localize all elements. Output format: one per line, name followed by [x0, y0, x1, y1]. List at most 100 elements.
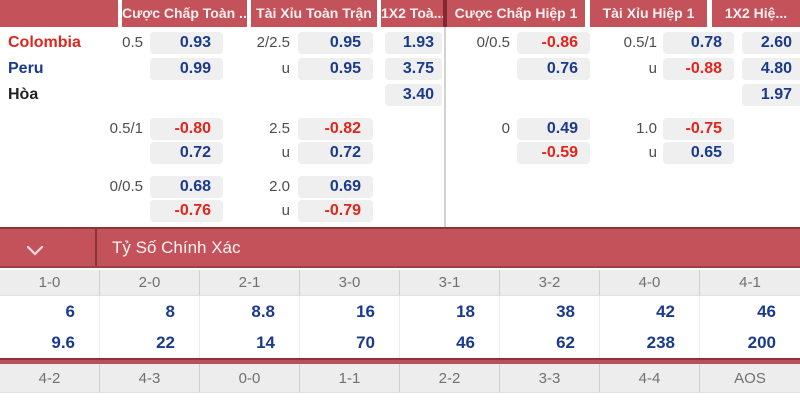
odds-over-full[interactable]: -0.82: [298, 118, 373, 140]
score-odds[interactable]: 22: [100, 327, 200, 358]
correct-score-accordion[interactable]: Tỷ Số Chính Xác: [0, 227, 800, 268]
handicap-line-full: 0/0.5: [109, 178, 143, 195]
odds-under-half[interactable]: 0.65: [663, 142, 734, 164]
score-odds[interactable]: 14: [200, 327, 300, 358]
score-label: 4-4: [600, 364, 700, 393]
score-separator: [0, 358, 800, 364]
odds-1x2-half-home[interactable]: 2.60: [742, 32, 800, 54]
score-label: 3-2: [500, 270, 600, 296]
handicap-line-half: 0: [501, 120, 510, 137]
odds-over-full[interactable]: 0.95: [298, 32, 373, 54]
header-1x2-half: 1X2 Hiệ...: [712, 0, 800, 27]
score-odds[interactable]: 238: [600, 327, 700, 358]
odds-alt-row: -0.76 u -0.79: [0, 199, 800, 224]
odds-handicap-half-home[interactable]: -0.86: [517, 32, 590, 54]
odds-handicap-half-away[interactable]: 0.76: [517, 58, 590, 80]
overunder-line-half: 1.0: [636, 120, 657, 137]
score-label: 0-0: [200, 364, 300, 393]
header-blank-cell: [0, 0, 118, 27]
odds-handicap-full[interactable]: -0.76: [150, 200, 223, 222]
under-marker-full: u: [281, 60, 290, 77]
score-odds[interactable]: 46: [400, 327, 500, 358]
odds-row-home: Colombia 0.5 0.93 2/2.5 0.95 1.93 0/0.5 …: [0, 31, 800, 56]
score-odds[interactable]: 70: [300, 327, 400, 358]
score-odds[interactable]: 18: [400, 296, 500, 327]
chevron-down-icon: [26, 243, 44, 261]
odds-handicap-half[interactable]: -0.59: [517, 142, 590, 164]
score-odds[interactable]: 46: [700, 296, 800, 327]
under-marker-full: u: [281, 202, 290, 219]
header-overunder-half: Tài Xỉu Hiệp 1: [590, 0, 707, 27]
section-divider: [444, 27, 446, 227]
score-header-row-1: 1-0 2-0 2-1 3-0 3-1 3-2 4-0 4-1: [0, 270, 800, 296]
score-odds[interactable]: 42: [600, 296, 700, 327]
score-header-row-2: 4-2 4-3 0-0 1-1 2-2 3-3 4-4 AOS: [0, 364, 800, 393]
overunder-line-full: 2/2.5: [256, 34, 290, 51]
odds-over-full[interactable]: 0.69: [298, 176, 373, 198]
odds-1x2-half-away[interactable]: 4.80: [742, 58, 800, 80]
team-name-away: Peru: [8, 60, 44, 77]
score-label: 3-3: [500, 364, 600, 393]
under-marker-half: u: [648, 60, 657, 77]
score-odds[interactable]: 8: [100, 296, 200, 327]
score-odds[interactable]: 8.8: [200, 296, 300, 327]
score-label: 4-1: [700, 270, 800, 296]
score-label: 1-0: [0, 270, 100, 296]
score-label: AOS: [700, 364, 800, 393]
score-label: 3-1: [400, 270, 500, 296]
odds-alt-row: 0.72 u 0.72 -0.59 u 0.65: [0, 141, 800, 166]
odds-handicap-full-away[interactable]: 0.99: [150, 58, 223, 80]
score-odds[interactable]: 16: [300, 296, 400, 327]
score-label: 4-0: [600, 270, 700, 296]
under-marker-full: u: [281, 144, 290, 161]
header-1x2-full: 1X2 Toà...: [381, 0, 443, 27]
score-odds[interactable]: 38: [500, 296, 600, 327]
odds-handicap-full[interactable]: 0.68: [150, 176, 223, 198]
team-name-home: Colombia: [8, 34, 81, 51]
odds-1x2-full-draw[interactable]: 3.40: [385, 84, 442, 106]
odds-1x2-full-away[interactable]: 3.75: [385, 58, 442, 80]
handicap-line-half: 0/0.5: [476, 34, 510, 51]
odds-handicap-full-home[interactable]: 0.93: [150, 32, 223, 54]
odds-1x2-full-home[interactable]: 1.93: [385, 32, 442, 54]
handicap-line-full: 0.5: [122, 34, 143, 51]
odds-over-half[interactable]: -0.75: [663, 118, 734, 140]
header-handicap-full: Cược Chấp Toàn ...: [122, 0, 247, 27]
score-label: 4-3: [100, 364, 200, 393]
score-label: 4-2: [0, 364, 100, 393]
header-divider: [443, 0, 447, 27]
odds-row-away: Peru 0.99 u 0.95 3.75 0.76 u -0.88 4.80: [0, 57, 800, 82]
header-overunder-full: Tài Xỉu Toàn Trận: [251, 0, 377, 27]
under-marker-half: u: [648, 144, 657, 161]
odds-alt-row: 0/0.5 0.68 2.0 0.69: [0, 175, 800, 200]
score-odds[interactable]: 200: [700, 327, 800, 358]
odds-handicap-half[interactable]: 0.49: [517, 118, 590, 140]
correct-score-grid: 1-0 2-0 2-1 3-0 3-1 3-2 4-0 4-1 6 8 8.8 …: [0, 270, 800, 393]
handicap-line-full: 0.5/1: [109, 120, 143, 137]
odds-under-full[interactable]: -0.79: [298, 200, 373, 222]
score-label: 2-0: [100, 270, 200, 296]
score-label: 1-1: [300, 364, 400, 393]
overunder-line-full: 2.5: [269, 120, 290, 137]
odds-over-half[interactable]: 0.78: [663, 32, 734, 54]
odds-under-full[interactable]: 0.95: [298, 58, 373, 80]
score-odds[interactable]: 9.6: [0, 327, 100, 358]
odds-alt-row: 0.5/1 -0.80 2.5 -0.82 0 0.49 1.0 -0.75: [0, 117, 800, 142]
odds-handicap-full[interactable]: -0.80: [150, 118, 223, 140]
score-odds[interactable]: 62: [500, 327, 600, 358]
odds-1x2-half-draw[interactable]: 1.97: [742, 84, 800, 106]
score-odds[interactable]: 6: [0, 296, 100, 327]
odds-under-half[interactable]: -0.88: [663, 58, 734, 80]
overunder-line-half: 0.5/1: [623, 34, 657, 51]
odds-under-full[interactable]: 0.72: [298, 142, 373, 164]
score-label: 3-0: [300, 270, 400, 296]
correct-score-title: Tỷ Số Chính Xác: [112, 238, 241, 257]
odds-table: Cược Chấp Toàn ... Tài Xỉu Toàn Trận 1X2…: [0, 0, 800, 227]
score-label: 2-2: [400, 364, 500, 393]
score-odds-row-1: 6 8 8.8 16 18 38 42 46: [0, 296, 800, 327]
odds-handicap-full[interactable]: 0.72: [150, 142, 223, 164]
bar-divider: [95, 229, 97, 266]
team-name-draw: Hòa: [8, 86, 39, 103]
header-handicap-half: Cược Chấp Hiệp 1: [447, 0, 585, 27]
